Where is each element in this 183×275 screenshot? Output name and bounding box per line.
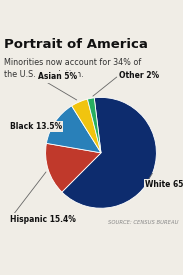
Text: Other 2%: Other 2%	[119, 71, 159, 80]
Text: Minorities now account for 34% of
the U.S. population.: Minorities now account for 34% of the U.…	[4, 58, 142, 79]
Text: SOURCE: CENSUS BUREAU: SOURCE: CENSUS BUREAU	[108, 219, 179, 225]
Text: Asian 5%: Asian 5%	[38, 72, 77, 81]
Wedge shape	[72, 99, 101, 153]
Wedge shape	[46, 106, 101, 153]
Text: White 65%: White 65%	[145, 180, 183, 189]
Wedge shape	[62, 97, 156, 208]
Text: Portrait of America: Portrait of America	[4, 39, 148, 51]
Text: Hispanic 15.4%: Hispanic 15.4%	[10, 215, 76, 224]
Text: Black 13.5%: Black 13.5%	[10, 122, 62, 131]
Wedge shape	[87, 98, 101, 153]
Wedge shape	[46, 143, 101, 192]
